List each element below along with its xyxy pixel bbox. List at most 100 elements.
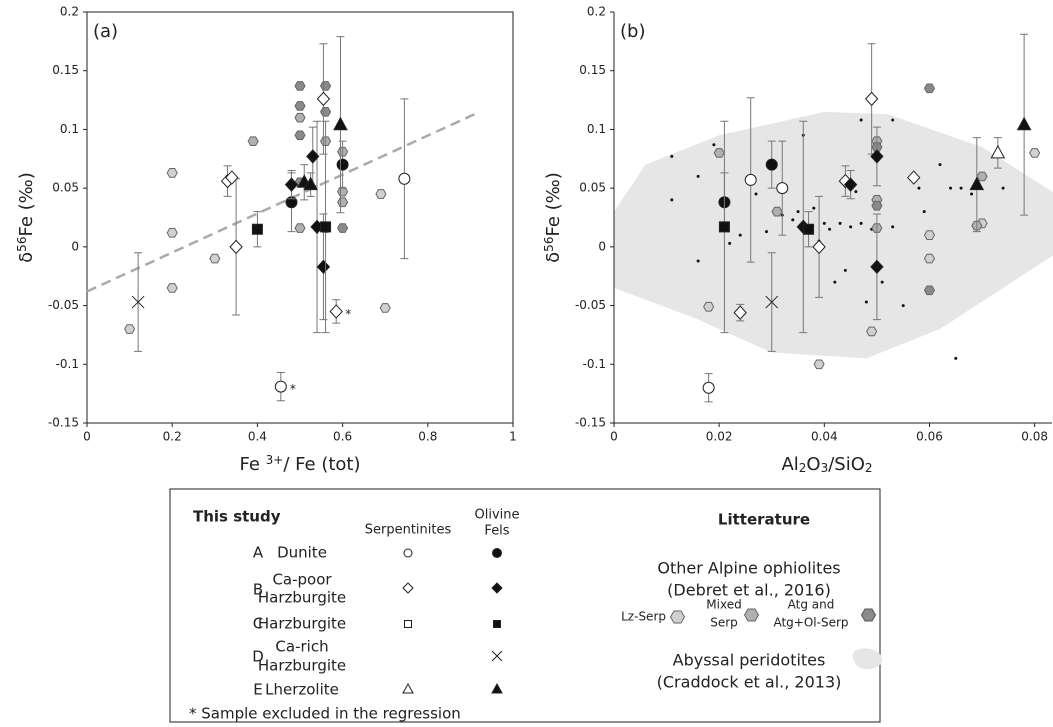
- legend-note: * Sample excluded in the regression: [189, 705, 461, 723]
- point: [294, 223, 306, 233]
- annotation: *: [345, 307, 351, 321]
- y-tick-label: 0.1: [60, 122, 79, 136]
- point: [764, 230, 768, 234]
- legend-letter: B: [253, 581, 263, 599]
- point: [901, 304, 905, 308]
- point: [294, 112, 306, 123]
- point: [864, 300, 868, 304]
- x-tick-label: 0.06: [916, 430, 943, 444]
- point: [765, 158, 778, 171]
- y-axis-label: δ56Fe (‰): [542, 172, 564, 263]
- point: [843, 177, 858, 192]
- point: [822, 221, 826, 225]
- point: [954, 356, 958, 360]
- y-axis-label-part: Fe (‰): [543, 172, 564, 236]
- point: [738, 233, 742, 237]
- point: [728, 241, 732, 245]
- point: [828, 227, 832, 231]
- point: [124, 324, 136, 334]
- x-axis-label-part: O: [806, 454, 820, 475]
- legend-box: [169, 488, 881, 723]
- point: [923, 83, 936, 94]
- point: [907, 170, 921, 185]
- point: [849, 225, 853, 229]
- point: [209, 253, 221, 264]
- point: [870, 259, 884, 275]
- legend-column: Serpentinites: [365, 523, 452, 538]
- point: [880, 280, 884, 284]
- point: [776, 182, 789, 195]
- point: [864, 91, 879, 107]
- point: [771, 206, 783, 217]
- point: [754, 192, 758, 196]
- legend-letter: E: [253, 681, 262, 699]
- x-tick-label: 0.08: [1021, 430, 1048, 444]
- point: [990, 144, 1006, 159]
- y-tick-label: 0.15: [579, 63, 606, 77]
- legend-label: Harzburgite: [258, 657, 346, 675]
- point: [923, 230, 936, 240]
- y-tick-label: -0.1: [56, 357, 79, 371]
- x-axis-label: Al2O3/SiO2: [781, 454, 872, 475]
- x-tick-label: 0.8: [418, 430, 437, 444]
- y-axis-label-part: 56: [542, 237, 556, 252]
- x-tick-label: 0.02: [706, 430, 733, 444]
- legend: This study Serpentinites Olivine Fels A …: [169, 488, 883, 723]
- point: [791, 218, 795, 222]
- x-axis-label-part: /SiO: [828, 454, 865, 475]
- point: [294, 101, 306, 111]
- point: [274, 380, 287, 393]
- point: [329, 304, 343, 319]
- legend-label: Abyssal peridotites: [673, 651, 826, 670]
- point: [398, 172, 411, 185]
- x-axis-label-part: 2: [865, 461, 873, 475]
- legend-letter: A: [253, 544, 264, 562]
- x-tick-label: 0.6: [333, 430, 352, 444]
- point: [319, 106, 332, 117]
- y-tick-label: 0.05: [52, 181, 79, 195]
- point: [1029, 148, 1041, 158]
- legend-label: Other Alpine ophiolites: [657, 559, 840, 578]
- x-tick-label: 1: [509, 430, 517, 444]
- point: [225, 170, 239, 185]
- point: [744, 173, 757, 186]
- y-tick-label: 0.1: [587, 122, 606, 136]
- y-tick-label: 0.2: [60, 5, 79, 19]
- point: [375, 189, 387, 199]
- point: [319, 81, 332, 91]
- y-tick-label: -0.15: [575, 416, 606, 430]
- abyssal-field: [614, 111, 1053, 359]
- legend-label: Harzburgite: [258, 615, 346, 633]
- x-axis-label: Fe 3+/ Fe (tot): [240, 453, 361, 475]
- legend-column: Fels: [484, 524, 509, 539]
- x-tick-label: 0: [83, 430, 91, 444]
- legend-label: Serp: [710, 616, 738, 630]
- legend-symbols: [402, 548, 883, 694]
- point: [670, 154, 674, 158]
- legend-label: Lz-Serp: [621, 610, 666, 624]
- point: [838, 221, 842, 225]
- point: [294, 130, 306, 141]
- panel-label: (a): [93, 21, 118, 42]
- point: [870, 149, 884, 164]
- point: [131, 295, 145, 309]
- point: [923, 285, 936, 296]
- legend-label: Mixed: [706, 598, 741, 612]
- y-axis-label-part: δ: [16, 252, 37, 263]
- y-tick-label: -0.05: [48, 298, 79, 312]
- legend-label: Lherzolite: [265, 681, 339, 699]
- legend-label: Dunite: [277, 544, 327, 562]
- point: [859, 118, 863, 122]
- x-axis-label-part: / Fe (tot): [283, 454, 360, 475]
- point: [284, 177, 299, 192]
- x-tick-label: 0: [610, 430, 618, 444]
- point: [303, 176, 318, 191]
- point: [166, 227, 178, 238]
- point: [320, 221, 332, 233]
- point: [670, 198, 674, 202]
- point: [337, 223, 349, 233]
- legend-label: Harzburgite: [258, 589, 346, 607]
- legend-label: (Debret et al., 2016): [667, 581, 831, 600]
- point: [812, 206, 816, 210]
- point: [294, 81, 306, 91]
